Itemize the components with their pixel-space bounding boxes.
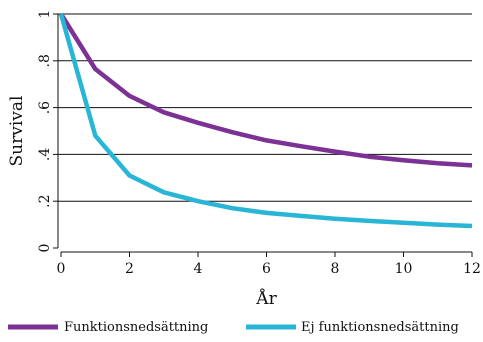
- y-tick-label: .2: [37, 195, 53, 208]
- x-tick-label: 2: [125, 261, 134, 277]
- y-tick-label: .8: [37, 54, 53, 67]
- x-tick-label: 8: [331, 261, 340, 277]
- y-tick-label: .4: [37, 148, 53, 161]
- x-tick-label: 6: [262, 261, 271, 277]
- y-tick-label: 1: [37, 10, 53, 19]
- grid-lines: [58, 13, 472, 202]
- legend: Funktionsnedsättning Ej funktionsnedsättn…: [8, 320, 459, 335]
- y-tick-label: .6: [37, 101, 53, 114]
- series-line-1: [59, 12, 473, 168]
- x-tick-label: 0: [57, 261, 66, 277]
- series-lines: [58, 12, 473, 229]
- x-tick-label: 4: [194, 261, 203, 277]
- legend-label-2: Ej funktionsnedsättning: [301, 320, 459, 335]
- x-axis-title: År: [255, 288, 277, 309]
- x-tick-label: 10: [395, 261, 413, 277]
- axes: 0.2.4.6.810 2 4 6 8 10 12: [37, 10, 481, 277]
- y-axis-title: Survival: [7, 96, 27, 167]
- series-line-2: [58, 13, 473, 229]
- x-tick-label: 12: [463, 261, 481, 277]
- y-tick-label: 0: [37, 244, 53, 253]
- legend-label-1: Funktionsnedsättning: [64, 320, 208, 335]
